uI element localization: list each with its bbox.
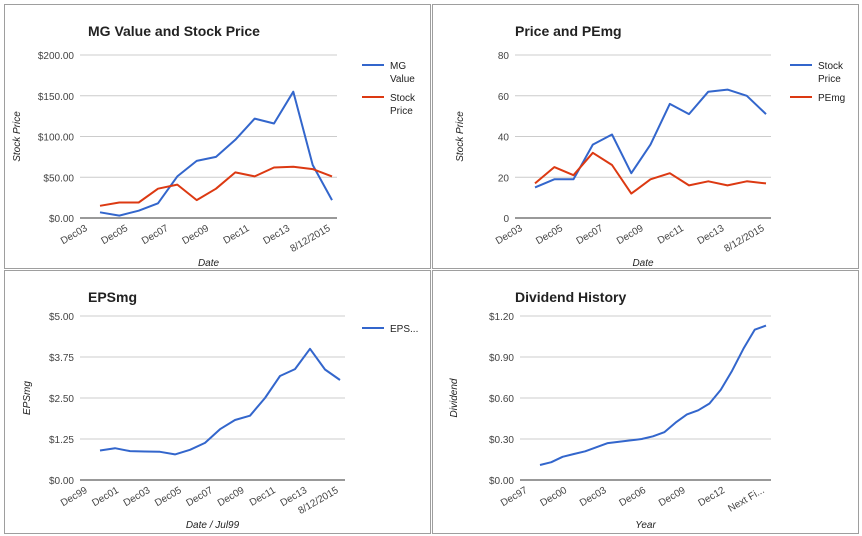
- y-tick-label: $5.00: [49, 312, 74, 323]
- x-tick-label: Dec09: [615, 223, 646, 247]
- y-tick-label: $3.75: [49, 353, 74, 364]
- series-line-1: [99, 347, 341, 456]
- x-axis-label: Year: [635, 520, 656, 531]
- x-tick-label: Dec07: [140, 223, 171, 247]
- y-axis-label: Stock Price: [455, 111, 466, 162]
- chart-title: EPSmg: [88, 289, 137, 305]
- x-axis-label: Date / Jul99: [186, 520, 240, 531]
- x-tick-label: Dec05: [534, 223, 565, 247]
- x-tick-label: Dec01: [90, 485, 121, 509]
- y-tick-label: $100.00: [38, 133, 75, 144]
- x-tick-label: Dec12: [696, 485, 727, 509]
- legend-label: Price: [390, 106, 413, 117]
- legend-label: Price: [818, 74, 841, 85]
- x-tick-label: Dec09: [216, 485, 247, 509]
- x-tick-label: Dec05: [99, 223, 130, 247]
- chart-panel-epsmg: EPSmg $5.00 $3.75 $2.50 $1.25 $0.00 Dec99 Dec01…: [4, 270, 431, 534]
- legend-label: Stock: [818, 61, 844, 72]
- x-tick-label: Next Fi...: [726, 485, 766, 515]
- chart-title: MG Value and Stock Price: [88, 23, 260, 39]
- legend-label: Stock: [390, 93, 416, 104]
- y-tick-label: $0.00: [49, 214, 74, 225]
- x-tick-label: Dec11: [656, 223, 686, 247]
- y-tick-label: 40: [498, 133, 510, 144]
- x-axis-label: Date: [632, 258, 654, 269]
- x-tick-label: Dec03: [578, 485, 609, 509]
- y-tick-label: $50.00: [43, 173, 74, 184]
- chart-title: Price and PEmg: [515, 23, 622, 39]
- y-tick-label: 60: [498, 92, 510, 103]
- x-tick-label: Dec97: [499, 485, 530, 509]
- x-tick-label: Dec03: [122, 485, 153, 509]
- x-tick-label: Dec99: [59, 485, 90, 509]
- y-tick-label: 0: [503, 214, 509, 225]
- chart-mg-value: MG Value and Stock Price $200.00 $150.00 $1…: [12, 23, 416, 269]
- chart-panel-dividend: Dividend History $1.20 $0.90 $0.60 $0.30 $0.0…: [432, 270, 859, 534]
- legend-label: Value: [390, 74, 415, 85]
- x-tick-label: Dec00: [538, 485, 569, 509]
- legend-label: EPS...: [390, 324, 418, 335]
- x-tick-label: Dec06: [617, 485, 648, 509]
- y-tick-label: $200.00: [38, 51, 75, 62]
- x-tick-label: 8/12/2015: [722, 223, 766, 255]
- x-tick-label: 8/12/2015: [288, 223, 332, 255]
- y-tick-label: $1.25: [49, 435, 74, 446]
- y-axis-label: Dividend: [449, 378, 460, 417]
- series-line-1: [534, 88, 767, 189]
- y-tick-label: $0.30: [489, 435, 514, 446]
- y-axis-label: Stock Price: [12, 111, 23, 162]
- chart-dividend: Dividend History$1.20 $0.90 $0.60 $0.30 $0.0…: [449, 289, 771, 531]
- legend-label: PEmg: [818, 93, 845, 104]
- series-line-2: [99, 165, 333, 207]
- legend-label: MG: [390, 61, 406, 72]
- y-tick-label: $1.20: [489, 312, 514, 323]
- y-tick-label: $2.50: [49, 394, 74, 405]
- x-tick-label: Dec07: [184, 485, 215, 509]
- y-tick-label: $0.00: [489, 476, 514, 487]
- x-tick-label: Dec09: [180, 223, 211, 247]
- x-tick-label: Dec09: [657, 485, 688, 509]
- chart-panel-price-pemg: Price and PEmg 80 60 40 20 0 Dec03 Dec05 Dec07 De…: [432, 4, 859, 269]
- y-tick-label: $0.00: [49, 476, 74, 487]
- x-tick-label: Dec11: [222, 223, 252, 247]
- chart-title: Dividend History: [515, 289, 626, 305]
- x-tick-label: Dec11: [248, 485, 278, 509]
- y-axis-label: EPSmg: [22, 381, 33, 415]
- chart-panel-mg-value: MG Value and Stock Price $200.00 $150.00 $1…: [4, 4, 431, 269]
- y-tick-label: 20: [498, 173, 510, 184]
- x-axis-label: Date: [198, 258, 220, 269]
- series-line-1: [99, 90, 333, 217]
- y-tick-label: $0.90: [489, 353, 514, 364]
- y-tick-label: $0.60: [489, 394, 514, 405]
- x-tick-label: Dec07: [575, 223, 606, 247]
- x-tick-label: Dec13: [696, 223, 727, 247]
- series-line-2: [534, 151, 767, 195]
- y-tick-label: $150.00: [38, 92, 75, 103]
- x-tick-label: Dec03: [494, 223, 525, 247]
- x-tick-label: Dec03: [59, 223, 90, 247]
- x-tick-label: Dec13: [261, 223, 292, 247]
- x-tick-label: Dec05: [153, 485, 184, 509]
- y-tick-label: 80: [498, 51, 510, 62]
- series-line-1: [539, 324, 767, 466]
